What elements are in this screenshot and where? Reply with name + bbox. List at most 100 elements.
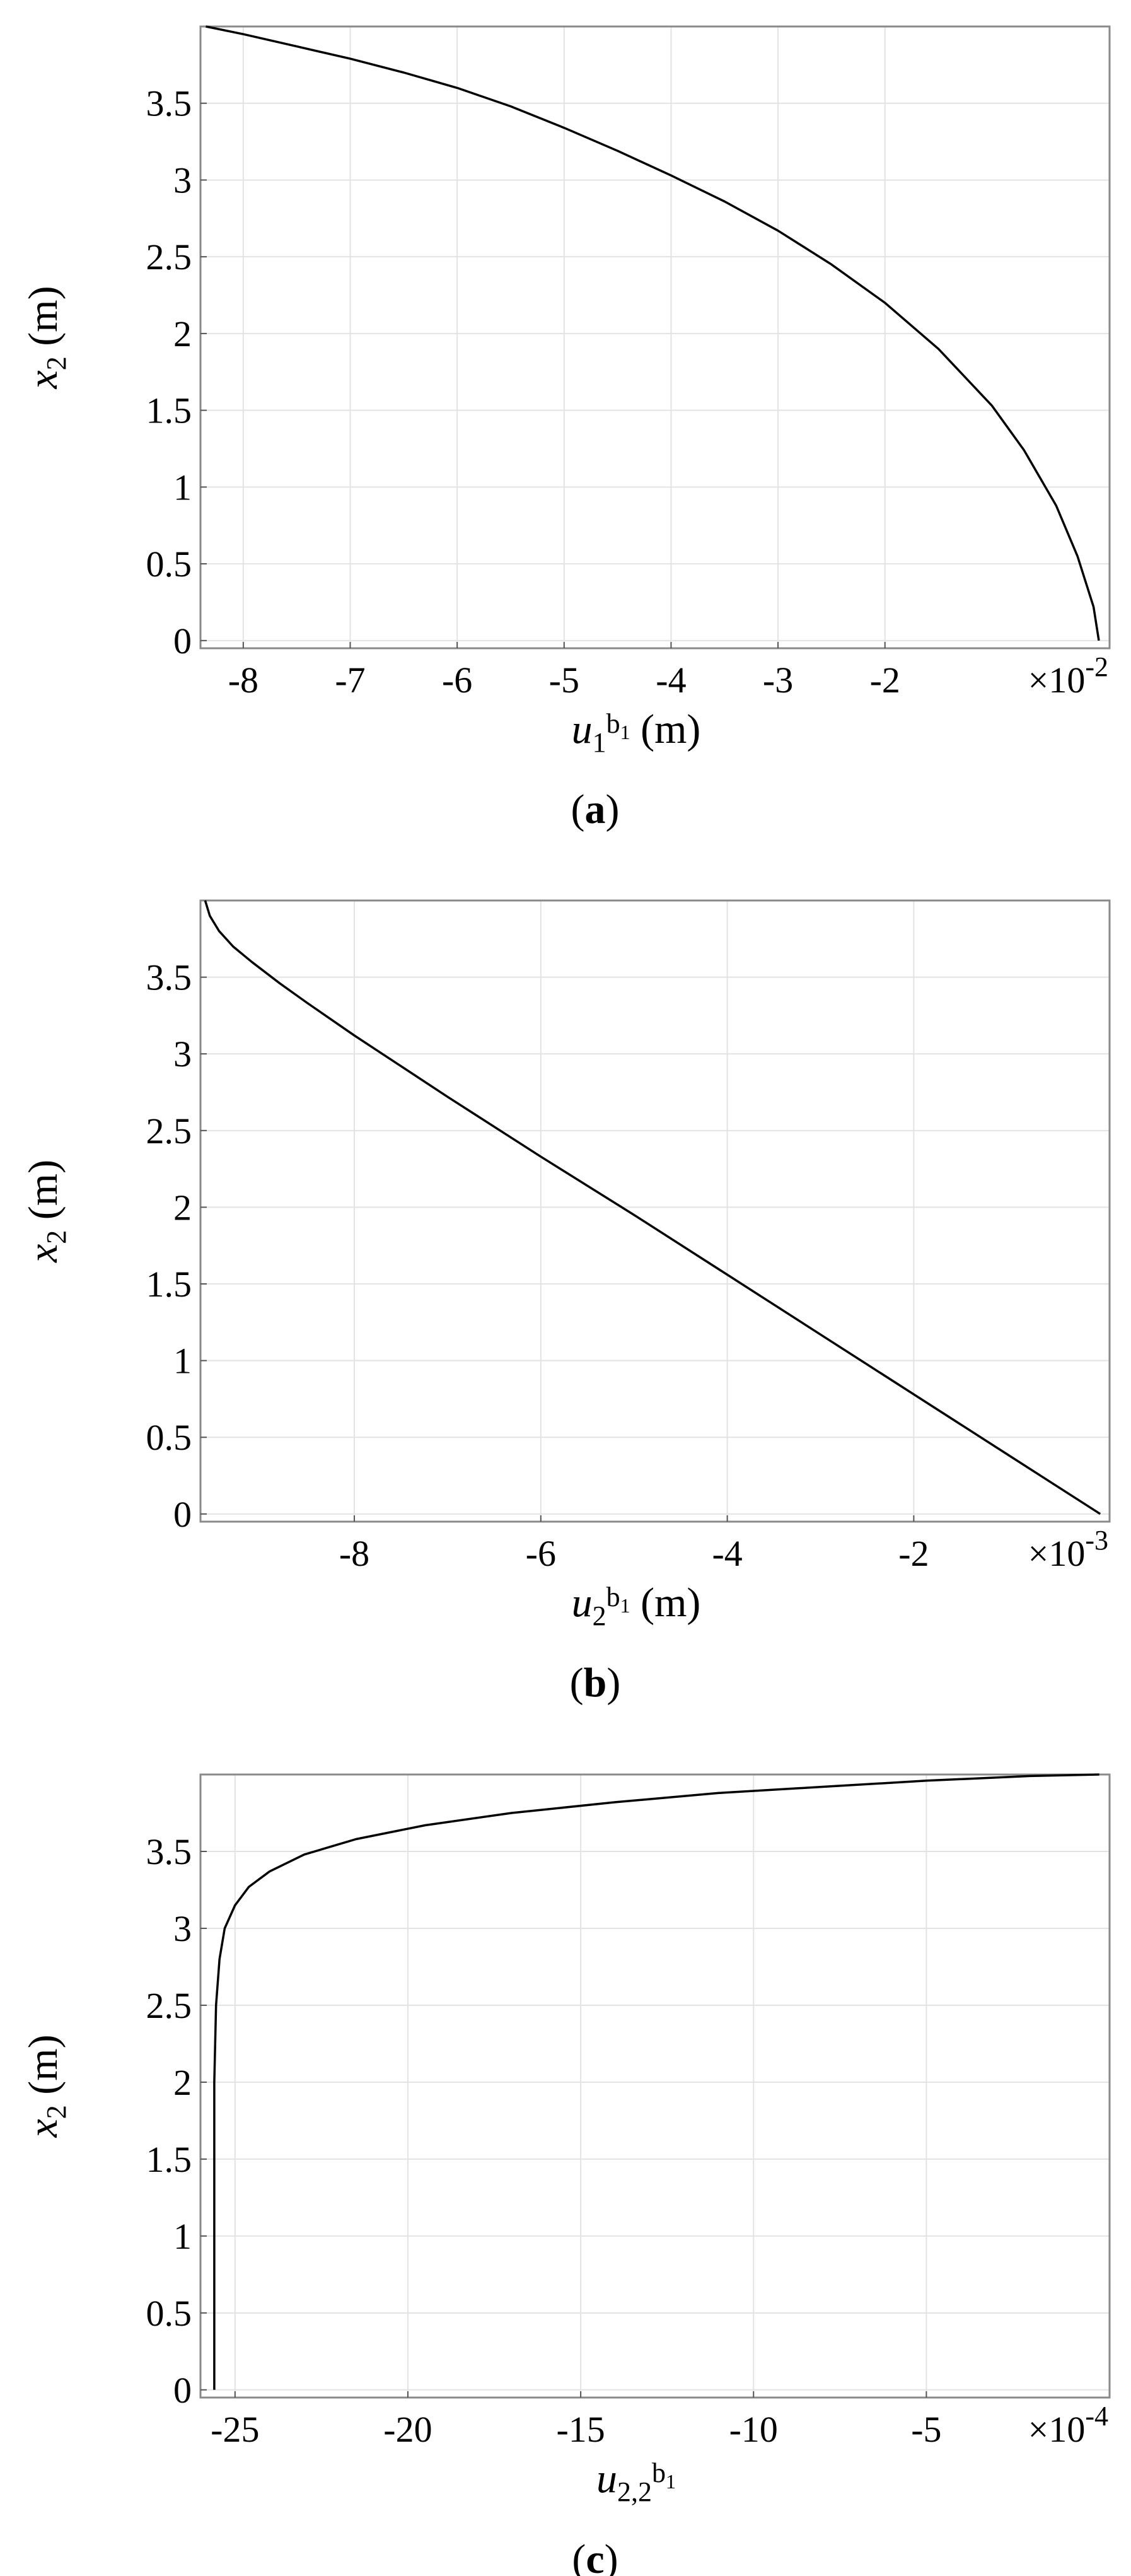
y-tick-label: 0.5 bbox=[146, 2293, 192, 2334]
y-tick-label: 1.5 bbox=[146, 2139, 192, 2180]
x-scale-multiplier: ×10-4 bbox=[1028, 2401, 1108, 2450]
y-tick-label: 0.5 bbox=[146, 544, 192, 585]
x-tick-label: -5 bbox=[549, 660, 579, 701]
x-tick-label: -6 bbox=[442, 660, 472, 701]
x-scale-exponent: -2 bbox=[1085, 651, 1108, 682]
y-tick-label: 3 bbox=[173, 1034, 192, 1075]
x-scale-exponent: -4 bbox=[1085, 2401, 1108, 2432]
plot-frame bbox=[199, 25, 1111, 650]
y-tick-label: 1 bbox=[173, 1341, 192, 1382]
series-line-0 bbox=[213, 1773, 1099, 2390]
caption-letter: c bbox=[586, 2536, 604, 2576]
x-scale-base: ×10 bbox=[1028, 660, 1086, 701]
x-label-sub: 2,2 bbox=[617, 2476, 652, 2507]
series-line-0 bbox=[206, 25, 1100, 641]
y-axis-label: x2 (m) bbox=[20, 2034, 72, 2138]
x-tick-label: -3 bbox=[763, 660, 793, 701]
x-label-var: u bbox=[572, 706, 593, 752]
x-tick-label: -5 bbox=[911, 2409, 941, 2450]
x-tick-label: -7 bbox=[335, 660, 365, 701]
y-tick-label: 0 bbox=[173, 1494, 192, 1535]
y-tick-label: 2.5 bbox=[146, 236, 192, 277]
y-tick-label: 3.5 bbox=[146, 83, 192, 124]
y-tick-label: 2 bbox=[173, 313, 192, 354]
panel-caption: (a) bbox=[571, 786, 620, 832]
x-scale-multiplier: ×10-2 bbox=[1028, 651, 1108, 701]
chart-panel-a: -8 -7 -6 -5 -4 -3 -200.511.522.533.5×10-2u1b1 … bbox=[20, 25, 1111, 832]
x-label-sup: b bbox=[606, 1582, 620, 1612]
x-tick-label: -4 bbox=[712, 1533, 742, 1574]
x-label-sub: 2 bbox=[593, 1600, 606, 1631]
y-axis-label: x2 (m) bbox=[20, 1160, 72, 1263]
x-label-sup-sub: 1 bbox=[620, 1594, 630, 1617]
x-label-sup: b bbox=[652, 2457, 666, 2488]
y-axis-label: x2 (m) bbox=[20, 286, 72, 389]
y-tick-label: 0 bbox=[173, 621, 192, 661]
x-axis-label: u2,2b1 bbox=[596, 2456, 676, 2507]
y-label-unit: (m) bbox=[20, 1160, 66, 1230]
x-label-sub: 1 bbox=[593, 727, 606, 758]
y-tick-label: 3.5 bbox=[146, 1831, 192, 1872]
y-label-var: x bbox=[20, 1244, 66, 1263]
x-label-sup-sub: 1 bbox=[666, 2470, 676, 2493]
x-tick-label: -10 bbox=[729, 2409, 778, 2450]
y-label-sub: 2 bbox=[41, 2105, 72, 2119]
y-tick-label: 3 bbox=[173, 160, 192, 201]
y-tick-label: 3.5 bbox=[146, 957, 192, 998]
y-label-sub: 2 bbox=[41, 356, 72, 370]
y-tick-label: 0 bbox=[173, 2370, 192, 2411]
y-label-unit: (m) bbox=[20, 286, 66, 356]
x-axis-label: u1b1 (m) bbox=[572, 706, 701, 758]
x-tick-label: -25 bbox=[211, 2409, 259, 2450]
x-label-unit: (m) bbox=[630, 706, 701, 752]
x-label-var: u bbox=[596, 2456, 617, 2502]
caption-open: ( bbox=[572, 2536, 586, 2576]
panel-caption: (b) bbox=[570, 1660, 621, 1706]
x-tick-label: -2 bbox=[898, 1533, 929, 1574]
x-label-var: u bbox=[572, 1580, 593, 1626]
x-tick-label: -6 bbox=[526, 1533, 556, 1574]
y-tick-label: 3 bbox=[173, 1908, 192, 1949]
caption-letter: b bbox=[584, 1660, 607, 1706]
caption-letter: a bbox=[585, 786, 606, 832]
plot-frame bbox=[199, 1773, 1111, 2399]
y-tick-label: 1.5 bbox=[146, 390, 192, 431]
y-tick-label: 1 bbox=[173, 467, 192, 508]
y-tick-label: 2 bbox=[173, 2062, 192, 2103]
chart-panel-c: -25 -20 -15 -10 -5 0 0.5 1 1.5 2 2.5 3 3.5 ×10-4 u2,2b… bbox=[20, 1773, 1111, 2576]
panel-caption: (c) bbox=[572, 2536, 618, 2576]
series-line-0 bbox=[204, 900, 1101, 1515]
y-tick-label: 2.5 bbox=[146, 1985, 192, 2026]
x-label-unit: (m) bbox=[630, 1580, 701, 1626]
x-scale-multiplier: ×10-3 bbox=[1028, 1525, 1108, 1574]
y-tick-label: 2.5 bbox=[146, 1110, 192, 1151]
x-scale-base: ×10 bbox=[1028, 1533, 1086, 1574]
x-axis-label: u2b1 (m) bbox=[572, 1580, 701, 1631]
y-tick-label: 2 bbox=[173, 1187, 192, 1228]
x-tick-label: -2 bbox=[870, 660, 900, 701]
plot-frame bbox=[199, 899, 1111, 1523]
x-tick-label: -20 bbox=[383, 2409, 432, 2450]
x-tick-label: -8 bbox=[228, 660, 258, 701]
x-tick-label: -15 bbox=[556, 2409, 605, 2450]
x-label-sup: b bbox=[606, 708, 620, 739]
caption-close: ) bbox=[606, 786, 620, 832]
caption-close: ) bbox=[606, 1660, 620, 1706]
x-scale-base: ×10 bbox=[1028, 2409, 1086, 2450]
y-label-var: x bbox=[20, 2119, 66, 2138]
y-tick-label: 1.5 bbox=[146, 1264, 192, 1305]
caption-open: ( bbox=[571, 786, 585, 832]
y-tick-label: 0.5 bbox=[146, 1417, 192, 1458]
x-tick-label: -4 bbox=[656, 660, 686, 701]
y-label-sub: 2 bbox=[41, 1230, 72, 1244]
y-label-unit: (m) bbox=[20, 2034, 66, 2105]
x-tick-label: -8 bbox=[339, 1533, 369, 1574]
caption-close: ) bbox=[605, 2536, 618, 2576]
x-scale-exponent: -3 bbox=[1085, 1525, 1108, 1556]
y-label-var: x bbox=[20, 370, 66, 389]
x-label-sup-sub: 1 bbox=[620, 721, 630, 743]
caption-open: ( bbox=[570, 1660, 584, 1706]
